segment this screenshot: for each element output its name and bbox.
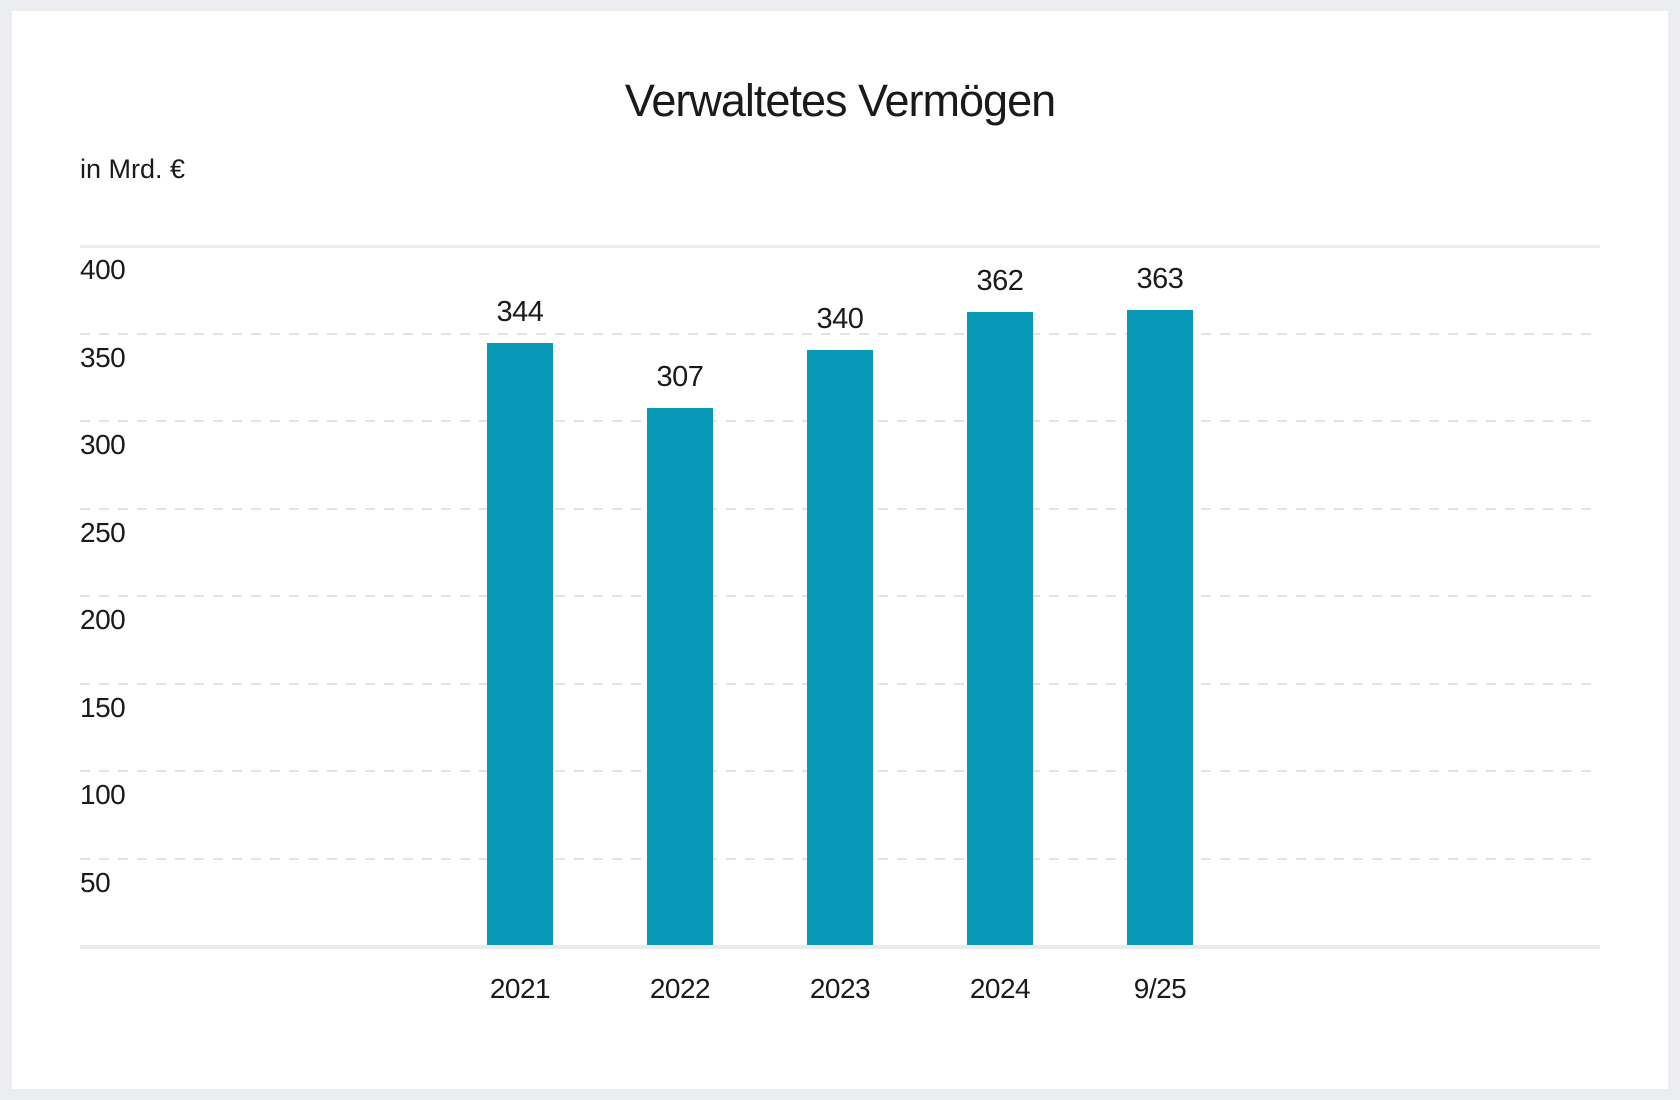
value-label-2024: 362 <box>976 264 1024 297</box>
x-tick-label-2022: 2022 <box>649 973 711 1004</box>
x-tick-label-2023: 2023 <box>809 973 871 1004</box>
bar-2024 <box>967 311 1033 945</box>
y-axis-unit-label: in Mrd. € <box>80 154 186 184</box>
value-label-2022: 307 <box>656 360 704 393</box>
y-tick-label-350: 350 <box>80 341 126 373</box>
value-label-9/25: 363 <box>1136 262 1184 295</box>
value-label-2023: 340 <box>816 303 864 335</box>
y-tick-label-300: 300 <box>80 429 126 460</box>
y-tick-label-200: 200 <box>80 604 126 635</box>
value-label-2021: 344 <box>496 296 544 328</box>
bar-2022 <box>647 407 713 945</box>
x-axis-baseline <box>80 945 1600 949</box>
y-tick-label-250: 250 <box>80 516 126 548</box>
y-tick-label-100: 100 <box>80 779 126 810</box>
y-tick-label-150: 150 <box>80 691 126 723</box>
y-tick-label-50: 50 <box>80 866 111 898</box>
x-tick-label-9/25: 9/25 <box>1133 973 1187 1004</box>
bar-2021 <box>487 343 553 945</box>
bar-9/25 <box>1127 309 1193 945</box>
x-tick-label-2021: 2021 <box>489 973 551 1004</box>
gridline-400 <box>80 245 1600 248</box>
gridline-350 <box>80 332 1600 335</box>
plot-area: 400 350 300 250 200 150 100 50 344 2021 307 2022 340… <box>80 245 1600 1003</box>
y-tick-label-400: 400 <box>80 254 126 285</box>
bar-2023 <box>807 350 873 945</box>
x-tick-label-2024: 2024 <box>969 973 1031 1004</box>
chart-title: Verwaltetes Vermögen <box>624 75 1056 126</box>
